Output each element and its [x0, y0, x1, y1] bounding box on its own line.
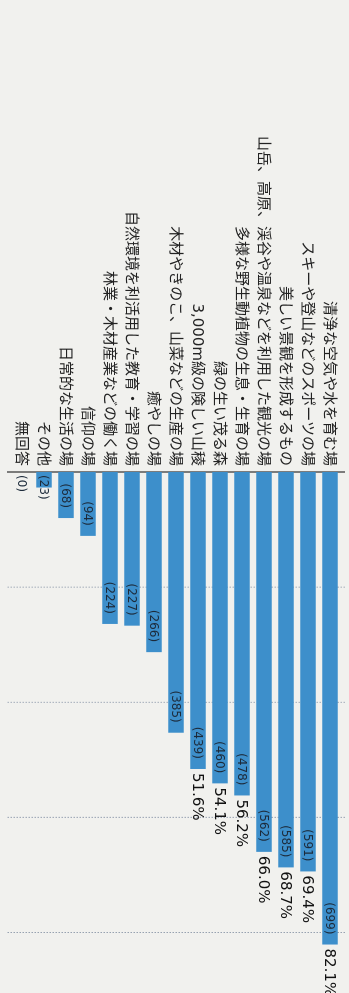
percent-labels: 82.1% 69.4%68.7%66.0%56.2%54.1%51.6% — [189, 773, 339, 993]
count-label: (266) — [147, 610, 161, 642]
count-label: (699) — [323, 902, 337, 934]
category-label: 癒やしの場 — [145, 391, 163, 466]
count-label: (23) — [37, 475, 51, 500]
count-label: (562) — [257, 810, 271, 842]
count-label: (439) — [191, 727, 205, 759]
bar — [190, 472, 206, 769]
bar — [256, 472, 272, 852]
bar — [146, 472, 162, 653]
category-label: 無回答 — [13, 421, 31, 466]
bar — [212, 472, 228, 784]
percent-label: 69.4% — [299, 875, 317, 923]
category-label: 緑の生い茂る森 — [211, 361, 229, 466]
count-label: (68) — [59, 483, 73, 508]
percent-label: 66.0% — [255, 856, 273, 904]
bars — [36, 472, 338, 945]
bar — [102, 472, 118, 624]
percent-label: 56.2% — [233, 799, 251, 847]
category-label: 信仰の場 — [79, 406, 97, 466]
count-labels: (699) (591) (585) (562) (478) (460) (439) (385)… — [15, 475, 337, 935]
bar — [322, 472, 338, 945]
count-label: (460) — [213, 741, 227, 773]
category-label: 木材やきのこ、山菜などの生産の場 — [167, 226, 185, 466]
count-label: (224) — [103, 582, 117, 614]
category-label: スキーや登山などのスポーツの場 — [299, 241, 317, 466]
bar — [300, 472, 316, 872]
category-label: その他 — [35, 421, 53, 466]
category-labels: 清浄な空気や水を育む場スキーや登山などのスポーツの場美しい景観を形成するもの山岳… — [13, 136, 339, 466]
category-label: 清浄な空気や水を育む場 — [321, 301, 339, 466]
category-label: 日常的な生活の場 — [57, 346, 75, 466]
percent-label: 82.1% — [321, 949, 339, 993]
category-label: 自然環境を利活用した教育・学習の場 — [123, 211, 141, 466]
count-label: (227) — [125, 583, 139, 615]
bar — [36, 472, 52, 488]
category-label: 3,000m級の険しい山稜 — [189, 303, 207, 466]
count-label: (591) — [301, 829, 315, 861]
bar — [124, 472, 140, 626]
bar — [234, 472, 250, 796]
bar — [58, 472, 74, 519]
count-label: (478) — [235, 753, 249, 785]
count-label: (585) — [279, 825, 293, 857]
category-label: 林業・木材産業などの働く場 — [101, 271, 119, 466]
category-label: 美しい景観を形成するもの — [277, 286, 295, 466]
category-label: 山岳、高原、渓谷や温泉などを利用した観光の場 — [255, 136, 273, 466]
count-label: (94) — [81, 501, 95, 526]
count-label: (0) — [15, 475, 29, 492]
percent-label: 54.1% — [211, 787, 229, 835]
count-label: (385) — [169, 690, 183, 722]
percent-label: 51.6% — [189, 773, 207, 821]
category-label: 多様な野生動植物の生息・生育の場 — [233, 226, 251, 466]
bar — [168, 472, 184, 733]
bar — [80, 472, 96, 536]
percent-label: 68.7% — [277, 871, 295, 919]
bar — [278, 472, 294, 868]
